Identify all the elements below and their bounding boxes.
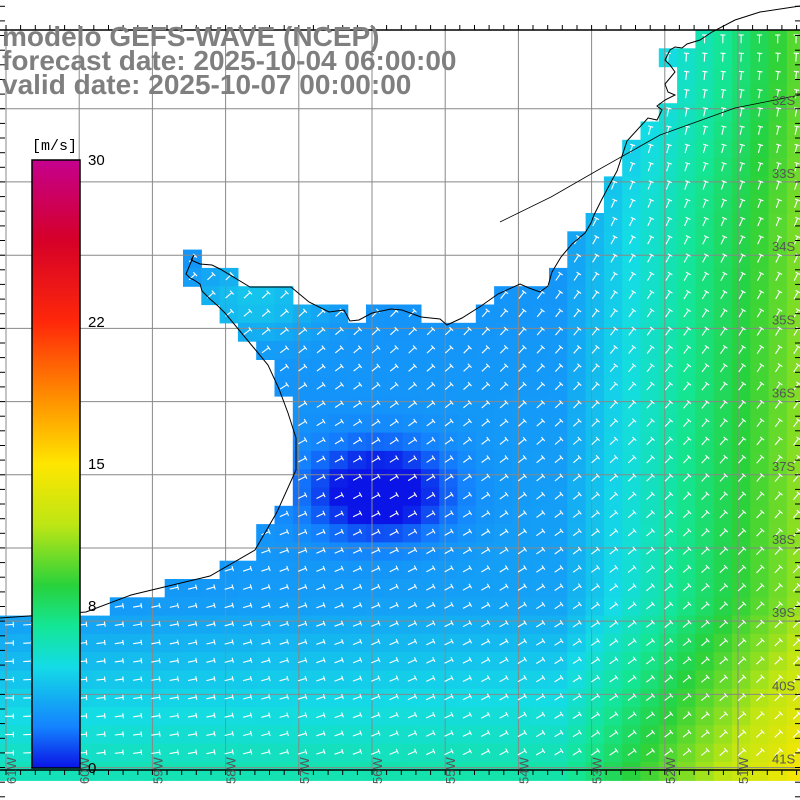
svg-text:30: 30 xyxy=(88,152,105,169)
svg-text:15: 15 xyxy=(88,456,105,473)
svg-text:51W: 51W xyxy=(736,757,751,784)
svg-text:35S: 35S xyxy=(772,312,795,327)
svg-text:37S: 37S xyxy=(772,459,795,474)
svg-text:38S: 38S xyxy=(772,532,795,547)
svg-text:53W: 53W xyxy=(590,757,605,784)
svg-text:8: 8 xyxy=(88,598,96,615)
svg-text:36S: 36S xyxy=(772,386,795,401)
svg-text:34S: 34S xyxy=(772,239,795,254)
svg-text:41S: 41S xyxy=(772,752,795,767)
svg-text:59W: 59W xyxy=(150,757,165,784)
svg-text:57W: 57W xyxy=(297,757,312,784)
svg-text:58W: 58W xyxy=(224,757,239,784)
svg-text:56W: 56W xyxy=(370,757,385,784)
svg-text:39S: 39S xyxy=(772,605,795,620)
svg-text:61W: 61W xyxy=(4,757,19,784)
svg-text:32S: 32S xyxy=(772,93,795,108)
svg-text:0: 0 xyxy=(88,760,96,777)
svg-text:33S: 33S xyxy=(772,166,795,181)
svg-text:55W: 55W xyxy=(443,757,458,784)
svg-text:40S: 40S xyxy=(772,678,795,693)
svg-text:22: 22 xyxy=(88,314,105,331)
svg-text:52W: 52W xyxy=(663,757,678,784)
svg-text:54W: 54W xyxy=(516,757,531,784)
svg-text:valid date: 2025-10-07 00:00:0: valid date: 2025-10-07 00:00:00 xyxy=(2,69,411,100)
svg-text:[m/s]: [m/s] xyxy=(32,138,77,155)
